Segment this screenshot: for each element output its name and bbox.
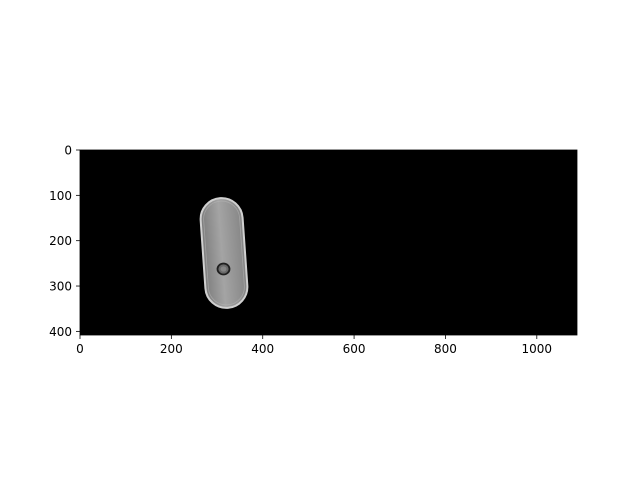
x-axis: 0 200 400 600 800 1000 <box>76 335 552 356</box>
x-tick-label: 200 <box>160 342 183 356</box>
y-tick-label: 400 <box>49 325 72 339</box>
y-axis: 0 100 200 300 400 <box>49 144 80 339</box>
x-tick-label: 800 <box>434 342 457 356</box>
y-tick-label: 200 <box>49 234 72 248</box>
y-tick-label: 0 <box>64 144 72 158</box>
capsule-object <box>199 197 249 309</box>
x-tick-label: 1000 <box>522 342 553 356</box>
image-content <box>199 197 249 309</box>
x-tick-label: 400 <box>251 342 274 356</box>
image-background <box>80 150 577 335</box>
y-tick-label: 100 <box>49 189 72 203</box>
x-tick-label: 600 <box>343 342 366 356</box>
x-tick-label: 0 <box>76 342 84 356</box>
axes-frame <box>79 149 578 336</box>
y-tick-label: 300 <box>49 280 72 294</box>
dark-spot <box>216 262 231 276</box>
